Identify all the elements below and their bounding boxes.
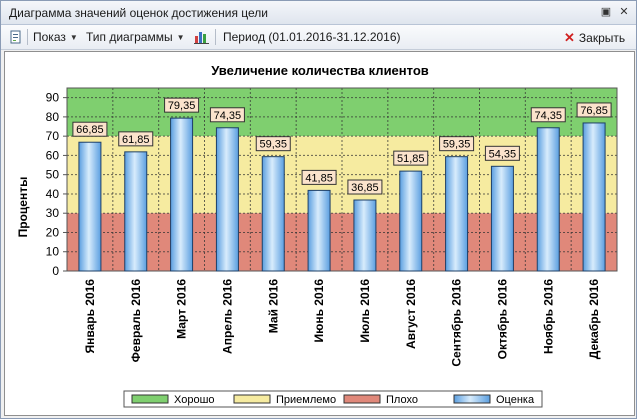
value-label: 54,35 [489,148,517,160]
y-tick-label: 80 [46,110,60,124]
legend-label: Приемлемо [276,394,336,406]
legend-label: Оценка [496,394,535,406]
bar [536,127,560,272]
print-icon [10,30,21,44]
chart-area: Увеличение количества клиентов Проценты … [4,51,635,416]
close-button[interactable]: ✕ Закрыть [564,30,625,46]
chart-type-menu[interactable]: Тип диаграммы ▼ [86,30,185,44]
bar [215,127,239,272]
show-menu[interactable]: Показ ▼ [33,30,78,44]
bar [261,156,285,272]
legend-swatch [233,394,271,404]
x-tick-label: Январь 2016 [83,279,97,354]
bar-chart-icon [194,32,209,44]
toolbar: Показ ▼ Тип диаграммы ▼ Период (01.01.20… [1,25,636,50]
value-label-box [576,102,612,118]
x-tick-label: Июль 2016 [358,279,372,343]
value-label: 59,35 [259,139,287,151]
chart-legend: Хорошо Приемлемо Плохо Оценка [123,390,543,408]
period-label: Период (01.01.2016-31.12.2016) [223,30,401,44]
x-tick-label: Ноябрь 2016 [541,279,555,354]
legend-label: Плохо [386,394,418,406]
value-label-box [301,169,337,185]
value-label-box [72,121,108,137]
chevron-down-icon: ▼ [176,32,185,42]
value-label: 74,35 [214,110,242,122]
toolbar-separator [27,29,28,45]
chart-icon-button[interactable] [194,30,209,44]
y-tick-label: 60 [46,148,60,162]
bar [170,117,194,272]
bar [490,165,514,272]
x-tick-label: Июнь 2016 [312,279,326,343]
y-tick-label: 90 [46,91,60,105]
bar [353,199,377,272]
value-label: 79,35 [168,100,196,112]
legend-swatch [131,394,169,404]
legend-label: Хорошо [174,394,215,406]
y-tick-label: 70 [46,129,60,143]
y-tick-label: 40 [46,187,60,201]
title-bar: Диаграмма значений оценок достижения цел… [1,1,636,25]
bar [78,141,102,272]
y-tick-label: 50 [46,168,60,182]
x-tick-label: Март 2016 [175,279,189,339]
bar [399,170,423,272]
value-label: 76,85 [580,105,608,117]
close-button-label: Закрыть [578,31,626,45]
value-label-box [484,145,520,161]
legend-swatch [343,394,381,404]
x-tick-label: Октябрь 2016 [495,279,509,360]
chart-title: Увеличение количества клиентов [211,63,429,78]
toolbar-separator [215,29,216,45]
value-label: 36,85 [351,182,379,194]
value-label-box [255,136,291,152]
value-label: 41,85 [305,172,333,184]
value-label: 51,85 [397,153,425,165]
value-label-box [164,97,200,113]
x-tick-label: Апрель 2016 [220,279,234,354]
x-tick-label: Сентябрь 2016 [450,279,464,367]
plot-frame [66,87,618,272]
y-axis-label: Проценты [16,177,30,238]
value-label: 74,35 [534,110,562,122]
period-button[interactable]: Период (01.01.2016-31.12.2016) [223,30,401,44]
y-tick-label: 30 [46,206,60,220]
value-label-box [393,150,429,166]
x-tick-label: Февраль 2016 [129,279,143,363]
window-title: Диаграмма значений оценок достижения цел… [9,6,268,20]
value-label: 61,85 [122,134,150,146]
x-tick-label: Май 2016 [266,279,280,334]
value-label-box [530,107,566,123]
close-x-icon: ✕ [564,30,575,45]
close-icon[interactable]: ✕ [619,6,629,18]
print-button[interactable] [9,30,23,44]
bar-chart: Увеличение количества клиентов Проценты … [16,63,618,408]
x-tick-label: Август 2016 [404,279,418,349]
restore-icon[interactable]: ▣ [600,6,612,18]
value-label: 66,85 [76,124,104,136]
y-tick-label: 20 [46,225,60,239]
value-label-box [439,136,475,152]
y-tick-label: 0 [52,264,59,278]
chart-type-label: Тип диаграммы [86,30,173,44]
legend-swatch [453,394,491,404]
show-menu-label: Показ [33,30,66,44]
bar [124,151,148,272]
value-label-box [209,107,245,123]
bar [445,156,469,272]
y-tick-label: 10 [46,245,60,259]
legend-frame [123,390,543,408]
bar [582,122,606,272]
bar [307,189,331,272]
value-label-box [118,131,154,147]
value-label: 59,35 [443,139,471,151]
chevron-down-icon: ▼ [69,32,78,42]
value-label-box [347,179,383,195]
x-tick-label: Декабрь 2016 [587,279,601,360]
